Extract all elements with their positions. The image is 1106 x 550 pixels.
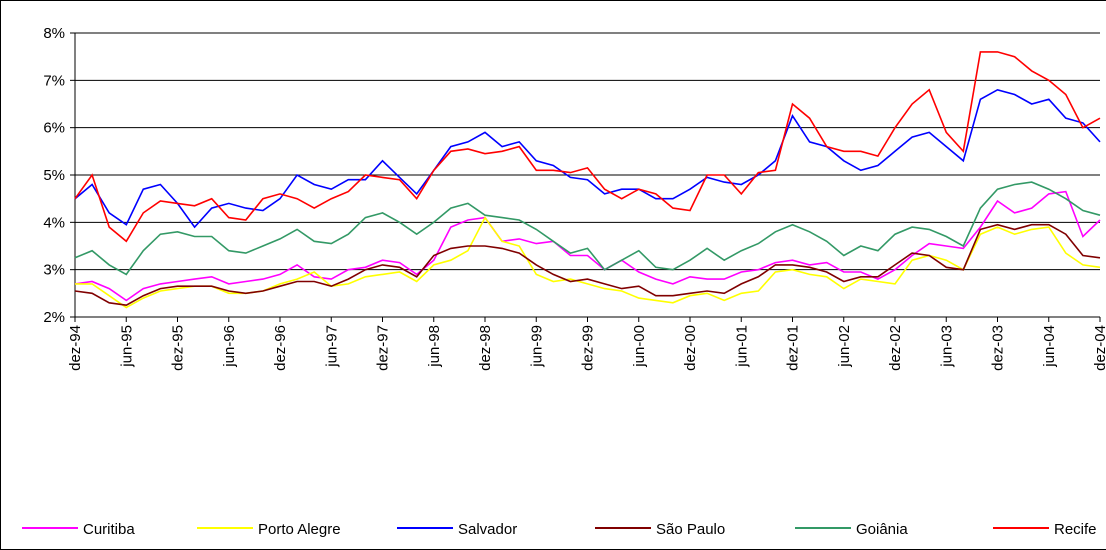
x-tick-label: dez-00 (682, 325, 699, 371)
x-tick-label: jun-95 (118, 325, 135, 368)
legend-label: Curitiba (83, 521, 135, 538)
y-tick-label: 2% (43, 309, 65, 326)
legend-label: Goiânia (856, 521, 908, 538)
y-tick-label: 8% (43, 25, 65, 42)
legend-label: Salvador (458, 521, 517, 538)
x-tick-label: jun-99 (528, 325, 545, 368)
x-tick-label: dez-03 (990, 325, 1007, 371)
x-tick-label: jun-97 (323, 325, 340, 368)
y-tick-label: 6% (43, 120, 65, 137)
y-tick-label: 5% (43, 167, 65, 184)
series-line (74, 223, 1101, 307)
y-tick-label: 3% (43, 262, 65, 279)
x-tick-label: jun-96 (221, 325, 238, 368)
x-tick-label: jun-03 (938, 325, 955, 368)
legend-label: Porto Alegre (258, 521, 341, 538)
x-tick-label: dez-04 (1092, 325, 1106, 371)
series-line (74, 88, 1101, 229)
x-tick-label: jun-98 (426, 325, 443, 368)
series-line (74, 181, 1101, 276)
y-tick-label: 4% (43, 214, 65, 231)
x-tick-label: dez-97 (375, 325, 392, 371)
x-tick-label: dez-94 (67, 325, 84, 371)
x-tick-label: jun-01 (733, 325, 750, 368)
series-line (74, 51, 1101, 243)
x-tick-label: jun-00 (631, 325, 648, 368)
x-tick-label: dez-98 (477, 325, 494, 371)
x-tick-label: dez-95 (170, 325, 187, 371)
legend-label: São Paulo (656, 521, 725, 538)
x-tick-label: jun-04 (1041, 325, 1058, 368)
x-tick-label: dez-96 (272, 325, 289, 371)
x-tick-label: dez-02 (887, 325, 904, 371)
x-tick-label: dez-99 (580, 325, 597, 371)
legend-label: Recife (1054, 521, 1097, 538)
x-tick-label: dez-01 (785, 325, 802, 371)
x-tick-label: jun-02 (836, 325, 853, 368)
series-line (74, 190, 1101, 302)
y-tick-label: 7% (43, 72, 65, 89)
